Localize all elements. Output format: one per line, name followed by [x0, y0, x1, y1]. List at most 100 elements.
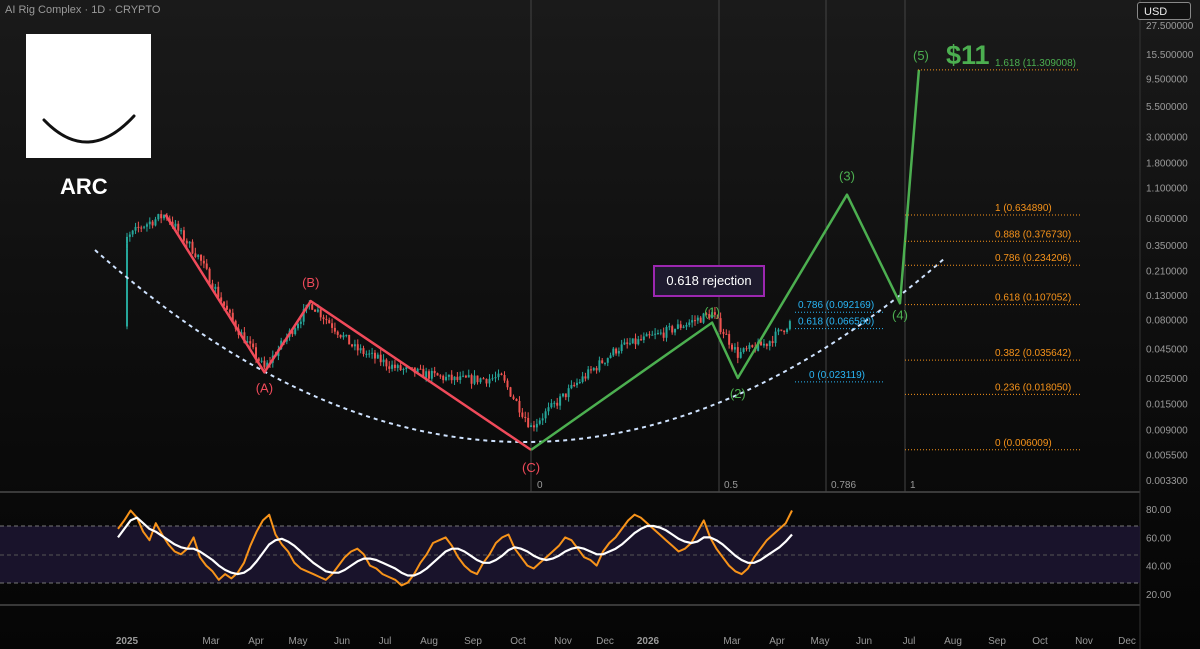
- candle-body: [604, 362, 606, 364]
- time-tick-label: Jun: [334, 636, 350, 647]
- fib-levels: 1.618 (11.309008) 1 (0.634890) 0.888 (0.37…: [795, 58, 1080, 451]
- candle-body: [160, 214, 163, 219]
- candle-body: [148, 221, 151, 225]
- abc-wave-line: [164, 213, 532, 451]
- candle-body: [228, 309, 231, 313]
- candle-body: [225, 305, 228, 310]
- candle-body: [470, 375, 473, 384]
- candle-body: [342, 335, 345, 338]
- time-axis-ticks: 2025 Mar Apr May Jun Jul Aug Sep Oct Nov Dec 2026 Ma…: [116, 636, 1136, 647]
- fib-extension-label: 0.382 (0.035642): [995, 348, 1071, 359]
- candle-body: [243, 332, 246, 343]
- candle-body: [331, 323, 334, 328]
- candle-body: [180, 230, 183, 232]
- candle-body: [728, 334, 731, 345]
- candle-body: [482, 378, 485, 380]
- candle-body: [691, 320, 694, 323]
- time-tick-label: May: [289, 636, 308, 647]
- candle-body: [592, 368, 595, 371]
- candle-body: [353, 344, 356, 347]
- candle-body: [590, 369, 592, 371]
- candle-body: [615, 348, 618, 354]
- candle-body: [202, 260, 205, 264]
- time-tick-label: Jun: [856, 636, 872, 647]
- candle-body: [544, 411, 547, 419]
- candle-body: [532, 425, 535, 428]
- fib-retrace-label: 0 (0.023119): [809, 370, 865, 381]
- candle-body: [294, 328, 297, 335]
- candle-body: [151, 221, 154, 226]
- candle-body: [509, 387, 512, 397]
- candle-body: [760, 341, 763, 346]
- candle-body: [302, 309, 305, 322]
- candle-body: [297, 323, 299, 329]
- candle-body: [214, 286, 217, 289]
- time-tick-label: Nov: [1075, 636, 1093, 647]
- price-tick-label: 9.500000: [1146, 75, 1188, 86]
- candle-body: [410, 367, 413, 369]
- fib-retrace-label: 0.786 (0.092169): [798, 300, 874, 311]
- candle-body: [208, 268, 211, 284]
- price-tick-label: 27.500000: [1146, 21, 1194, 32]
- candle-body: [362, 348, 365, 354]
- time-tick-label: Apr: [248, 636, 264, 647]
- fib-extension-label: 0 (0.006009): [995, 438, 1052, 449]
- candle-body: [459, 376, 462, 380]
- fib-retrace-label: 0.618 (0.066580): [798, 317, 874, 328]
- candle-body: [382, 359, 385, 363]
- candle-body: [587, 369, 590, 379]
- candle-body: [731, 344, 733, 350]
- candle-body: [405, 367, 408, 369]
- candle-body: [351, 344, 354, 347]
- candle-body: [246, 341, 249, 343]
- candle-body: [291, 330, 294, 335]
- candle-body: [137, 226, 140, 228]
- currency-button[interactable]: USD: [1137, 2, 1191, 20]
- candle-body: [671, 326, 674, 333]
- candle-body: [143, 226, 146, 228]
- candle-body: [702, 313, 705, 323]
- candle-body: [578, 381, 581, 383]
- rsi-tick-label: 80.00: [1146, 505, 1171, 516]
- impulse-wave-label: (1): [704, 305, 720, 320]
- candle-body: [576, 382, 578, 386]
- candle-body: [708, 314, 711, 319]
- candle-body: [685, 324, 688, 327]
- candle-body: [231, 312, 234, 321]
- candle-body: [314, 309, 317, 312]
- candle-body: [609, 355, 612, 359]
- time-tick-label: May: [811, 636, 830, 647]
- candle-body: [645, 334, 648, 337]
- abc-wave-label: (C): [522, 460, 540, 475]
- candle-body: [515, 398, 518, 401]
- candle-body: [682, 326, 685, 328]
- rsi-lines: [117, 509, 793, 587]
- candle-body: [371, 352, 374, 354]
- candle-body: [541, 418, 544, 421]
- candle-body: [550, 403, 553, 408]
- candle-body: [464, 375, 467, 378]
- fib-extension-label: 0.888 (0.376730): [995, 229, 1071, 240]
- candle-body: [348, 334, 351, 345]
- candle-body: [336, 331, 339, 335]
- rsi-tick-label: 20.00: [1146, 590, 1171, 601]
- candle-body: [249, 341, 252, 344]
- candle-body: [559, 396, 562, 406]
- candle-body: [393, 364, 396, 368]
- candle-body: [623, 342, 626, 345]
- impulse-wave-label: (3): [839, 169, 855, 184]
- candle-body: [402, 368, 405, 371]
- candle-body: [696, 317, 699, 321]
- candle-body: [191, 241, 194, 254]
- rsi-ma-line: [117, 516, 793, 577]
- candle-body: [497, 373, 500, 378]
- candle-body: [556, 402, 559, 406]
- impulse-wave-label: (4): [892, 307, 908, 322]
- candle-body: [688, 322, 691, 325]
- time-fib-labels: 0 0.5 0.786 1: [537, 480, 916, 491]
- candle-body: [316, 309, 319, 312]
- price-axis-ticks: 27.500000 15.500000 9.500000 5.500000 3.0000…: [1146, 21, 1194, 487]
- candle-body: [462, 375, 465, 377]
- candle-body: [503, 375, 506, 381]
- fib-extension-label: 0.618 (0.107052): [995, 293, 1071, 304]
